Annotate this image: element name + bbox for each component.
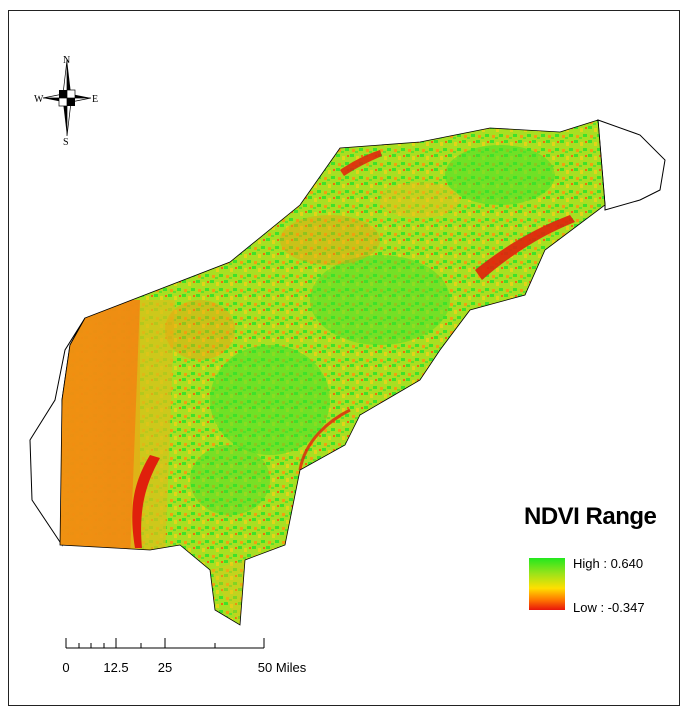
legend-low-label: Low : -0.347 bbox=[573, 600, 645, 615]
legend-high-label: High : 0.640 bbox=[573, 556, 644, 571]
scale-label-0: 0 bbox=[62, 660, 70, 675]
legend-color-ramp bbox=[529, 558, 565, 610]
compass-rose-icon bbox=[42, 59, 92, 137]
legend-title: NDVI Range bbox=[524, 503, 657, 530]
scale-label-50-miles: 50 Miles bbox=[257, 660, 307, 675]
land-outline bbox=[59, 119, 606, 626]
scale-label-12-5: 12.5 bbox=[103, 660, 129, 675]
compass-south-label: S bbox=[63, 137, 69, 148]
scale-label-25: 25 bbox=[157, 660, 173, 675]
compass-north-label: N bbox=[63, 55, 71, 66]
scale-bar bbox=[65, 638, 265, 649]
compass-west-label: W bbox=[34, 94, 44, 105]
unfilled-region-northeast bbox=[597, 119, 666, 211]
compass-east-label: E bbox=[92, 94, 99, 105]
